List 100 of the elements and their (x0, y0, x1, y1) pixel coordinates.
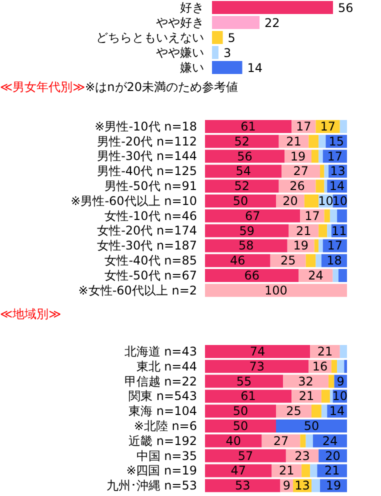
bar (316, 180, 324, 193)
data-label: 25 (280, 254, 296, 268)
data-label: 27 (273, 434, 289, 448)
bar (205, 194, 276, 208)
y-tick-label: 嫌い (180, 60, 204, 74)
data-label: 59 (239, 224, 255, 238)
data-label: 26 (290, 179, 305, 194)
data-label: 61 (240, 120, 256, 134)
bar (302, 464, 310, 477)
data-label: 14 (247, 60, 263, 75)
y-tick-label: 女性-50代 n=67 (104, 268, 197, 282)
bar (205, 360, 309, 373)
bar (330, 389, 333, 402)
y-tick-label: 近畿 n=192 (128, 434, 197, 448)
data-label: 10 (332, 194, 348, 208)
data-label: 32 (298, 374, 314, 388)
bar (205, 209, 300, 222)
bar (318, 134, 326, 148)
y-tick-label: 女性-10代 n=46 (104, 208, 197, 223)
data-label: 15 (328, 134, 344, 148)
bar (324, 209, 330, 222)
y-tick-label: ※男性-60代以上 n=10 (70, 194, 197, 208)
data-label: 67 (244, 208, 260, 223)
bar (306, 434, 313, 448)
bar (205, 120, 292, 133)
y-tick-label: 甲信越 n=22 (124, 374, 197, 388)
text: ≪地域別≫ (0, 306, 62, 321)
data-label: 21 (296, 224, 312, 238)
bar (205, 284, 347, 297)
data-label: 21 (279, 463, 294, 478)
y-tick-label: 男性-40代 n=125 (97, 164, 197, 178)
data-label: 21 (286, 134, 302, 148)
y-tick-label: 男性-20代 n=112 (97, 134, 197, 148)
data-label: 9 (336, 374, 344, 388)
bar (304, 194, 319, 208)
data-label: 18 (326, 254, 342, 268)
data-label: 16 (312, 359, 328, 374)
y-tick-label: どちらともいえない (96, 30, 204, 44)
data-label: 74 (250, 344, 266, 358)
data-label: 21 (317, 344, 333, 358)
bar (312, 150, 319, 163)
bar (312, 478, 320, 492)
data-label: 10 (318, 194, 334, 208)
bar (331, 360, 338, 373)
y-tick-label: ※四国 n=19 (126, 463, 197, 478)
bar (340, 120, 347, 133)
y-tick-label: ※北陸 n=6 (134, 418, 197, 433)
bar (310, 464, 318, 477)
bar (337, 360, 344, 373)
data-label: 14 (329, 404, 345, 418)
bar (316, 254, 322, 268)
data-label: 20 (325, 448, 340, 463)
bar (318, 224, 328, 238)
y-tick-label: やや好き (156, 16, 204, 30)
data-label: 17 (304, 208, 320, 223)
chart-subtitle: ※はnが20未満のため参考値 (85, 80, 238, 94)
data-label: 24 (308, 268, 324, 282)
data-label: 52 (234, 134, 250, 148)
bar (318, 150, 323, 163)
bar (320, 164, 324, 178)
bar (321, 404, 328, 418)
y-tick-label: 好き (180, 0, 204, 14)
bar (327, 224, 332, 238)
data-label: 66 (244, 268, 260, 282)
data-label: 53 (234, 478, 250, 492)
data-label: 50 (232, 194, 248, 208)
bar (324, 164, 329, 178)
bar (205, 344, 310, 358)
data-label: 27 (293, 164, 308, 178)
bar (205, 434, 262, 448)
data-label: 46 (230, 254, 246, 268)
data-label: 23 (294, 448, 310, 463)
data-label: 19 (290, 149, 306, 164)
bar (205, 134, 279, 148)
bar (314, 239, 319, 252)
data-label: 11 (332, 224, 347, 238)
y-tick-label: 男性-50代 n=91 (104, 179, 197, 194)
y-tick-label: 女性-40代 n=85 (104, 254, 197, 268)
data-label: 56 (237, 149, 252, 164)
data-label: 14 (329, 179, 345, 194)
bar (308, 134, 319, 148)
data-label: 20 (282, 194, 298, 208)
y-tick-label: 北海道 n=43 (124, 344, 197, 358)
data-label: 17 (327, 238, 343, 253)
data-label: 24 (322, 434, 338, 448)
bar (318, 239, 323, 252)
data-label: 25 (286, 404, 302, 418)
bar (340, 344, 347, 358)
data-label: 13 (330, 164, 346, 178)
data-label: 22 (264, 16, 280, 30)
y-tick-label: 女性-30代 n=187 (97, 238, 197, 253)
data-label: 61 (240, 388, 256, 403)
bar (338, 268, 347, 282)
data-label: 13 (294, 478, 310, 492)
bar (205, 268, 299, 282)
bar (205, 419, 276, 432)
data-label: 17 (296, 120, 312, 134)
bar (330, 209, 338, 222)
data-label: 50 (232, 418, 248, 433)
data-label: 19 (326, 478, 342, 492)
